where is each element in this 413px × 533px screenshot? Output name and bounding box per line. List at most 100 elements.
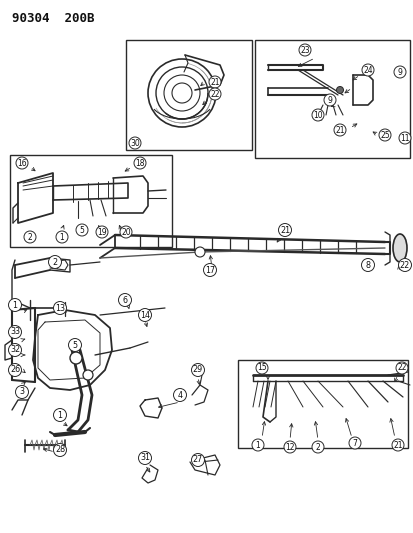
Circle shape — [48, 255, 62, 269]
Text: 12: 12 — [285, 442, 294, 451]
Circle shape — [9, 326, 21, 338]
Text: 24: 24 — [362, 66, 372, 75]
Text: 27: 27 — [192, 456, 203, 464]
Text: 9: 9 — [327, 95, 332, 104]
Text: 20: 20 — [121, 228, 131, 237]
Circle shape — [209, 76, 221, 88]
Circle shape — [348, 437, 360, 449]
Circle shape — [393, 66, 405, 78]
Circle shape — [311, 441, 323, 453]
Circle shape — [138, 451, 151, 464]
Circle shape — [378, 129, 390, 141]
Circle shape — [56, 231, 68, 243]
Text: 18: 18 — [135, 158, 145, 167]
Text: 1: 1 — [255, 440, 260, 449]
Circle shape — [134, 157, 146, 169]
Text: 30: 30 — [130, 139, 140, 148]
Circle shape — [323, 94, 335, 106]
Circle shape — [336, 86, 343, 93]
Circle shape — [173, 389, 186, 401]
Circle shape — [203, 263, 216, 277]
Text: 3: 3 — [19, 387, 24, 397]
Circle shape — [398, 259, 411, 271]
Text: 13: 13 — [55, 303, 65, 312]
Text: 5: 5 — [79, 225, 84, 235]
Circle shape — [191, 454, 204, 466]
Circle shape — [361, 64, 373, 76]
Text: 21: 21 — [392, 440, 402, 449]
Text: 21: 21 — [279, 225, 290, 235]
Text: 16: 16 — [17, 158, 27, 167]
Text: 19: 19 — [97, 228, 107, 237]
Text: 21: 21 — [335, 125, 344, 134]
Circle shape — [83, 370, 93, 380]
Circle shape — [68, 338, 81, 351]
Text: 6: 6 — [122, 295, 127, 304]
Text: 23: 23 — [299, 45, 309, 54]
Circle shape — [191, 364, 204, 376]
Text: 26: 26 — [10, 366, 20, 375]
Circle shape — [195, 247, 204, 257]
Text: 2: 2 — [315, 442, 320, 451]
Circle shape — [120, 226, 132, 238]
Text: 29: 29 — [192, 366, 203, 375]
Circle shape — [398, 132, 410, 144]
Text: 4: 4 — [177, 391, 182, 400]
Text: 1: 1 — [59, 232, 64, 241]
Circle shape — [96, 226, 108, 238]
Text: 2: 2 — [28, 232, 32, 241]
Text: 90304  200B: 90304 200B — [12, 12, 94, 25]
Circle shape — [298, 44, 310, 56]
Text: 15: 15 — [256, 364, 266, 373]
Circle shape — [118, 294, 131, 306]
Text: 1: 1 — [12, 301, 17, 310]
Circle shape — [53, 302, 66, 314]
Text: 7: 7 — [352, 439, 356, 448]
Circle shape — [16, 157, 28, 169]
Circle shape — [129, 137, 141, 149]
Text: 32: 32 — [10, 345, 20, 354]
Text: 14: 14 — [140, 311, 150, 319]
Circle shape — [395, 362, 407, 374]
Text: 17: 17 — [204, 265, 214, 274]
Circle shape — [252, 439, 263, 451]
Circle shape — [333, 124, 345, 136]
FancyBboxPatch shape — [10, 155, 171, 247]
Circle shape — [76, 224, 88, 236]
Text: 22: 22 — [396, 364, 406, 373]
Text: 5: 5 — [72, 341, 77, 350]
Text: 21: 21 — [210, 77, 219, 86]
Circle shape — [138, 309, 151, 321]
Text: 22: 22 — [399, 261, 409, 270]
Circle shape — [9, 343, 21, 357]
Circle shape — [70, 352, 82, 364]
Circle shape — [391, 439, 403, 451]
Text: 33: 33 — [10, 327, 20, 336]
Text: 22: 22 — [210, 90, 219, 99]
Circle shape — [209, 88, 221, 100]
Circle shape — [24, 231, 36, 243]
Text: 1: 1 — [57, 410, 62, 419]
Circle shape — [9, 298, 21, 311]
Text: 10: 10 — [312, 110, 322, 119]
Text: 2: 2 — [52, 257, 57, 266]
Text: 11: 11 — [399, 133, 409, 142]
Circle shape — [283, 441, 295, 453]
Text: 28: 28 — [55, 446, 65, 455]
Circle shape — [255, 362, 267, 374]
Circle shape — [9, 364, 21, 376]
Ellipse shape — [392, 234, 406, 262]
FancyBboxPatch shape — [126, 40, 252, 150]
Circle shape — [278, 223, 291, 237]
Text: 31: 31 — [140, 454, 150, 463]
Text: 9: 9 — [396, 68, 401, 77]
FancyBboxPatch shape — [237, 360, 407, 448]
Circle shape — [53, 443, 66, 456]
FancyBboxPatch shape — [254, 40, 409, 158]
Circle shape — [361, 259, 374, 271]
Circle shape — [15, 385, 28, 399]
Circle shape — [53, 408, 66, 422]
Text: 25: 25 — [379, 131, 389, 140]
Circle shape — [311, 109, 323, 121]
Text: 8: 8 — [365, 261, 370, 270]
